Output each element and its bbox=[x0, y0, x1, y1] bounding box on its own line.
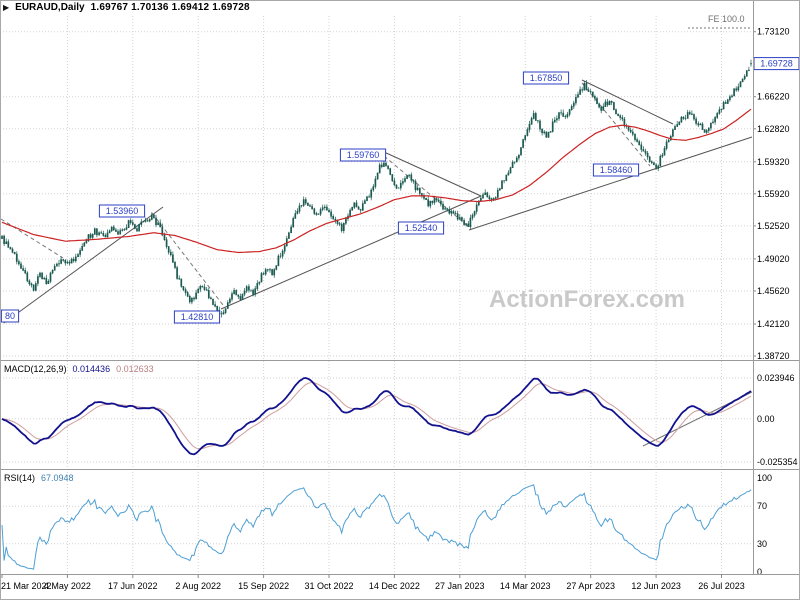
current-price-label: 1.69728 bbox=[760, 59, 793, 69]
date-axis-label: 26 Jul 2023 bbox=[698, 581, 745, 591]
macd-axis-label: 0.00 bbox=[757, 414, 775, 424]
rsi-indicator-name: RSI(14) bbox=[4, 473, 36, 483]
price-axis-label: 1.42120 bbox=[757, 319, 790, 329]
rsi-axis-label: 70 bbox=[757, 501, 767, 511]
trendline bbox=[220, 195, 482, 310]
date-axis-label: 12 Jun 2023 bbox=[631, 581, 681, 591]
trendline-dashed bbox=[151, 212, 224, 306]
trendline bbox=[3, 206, 164, 324]
macd-axis-label: -0.025354 bbox=[757, 457, 798, 467]
annotation-price-text: 1.59760 bbox=[347, 150, 380, 160]
date-axis-label: 2 Aug 2022 bbox=[175, 581, 221, 591]
moving-average-line bbox=[1, 108, 752, 254]
date-axis-label: 14 Dec 2022 bbox=[369, 581, 420, 591]
price-axis-label: 1.66220 bbox=[757, 92, 790, 102]
annotation-price-box bbox=[397, 221, 445, 235]
macd-line bbox=[1, 377, 752, 456]
rsi-axis-label: 30 bbox=[757, 539, 767, 549]
date-axis-label: 4 May 2022 bbox=[44, 581, 91, 591]
annotation-price-text: 1.53960 bbox=[106, 206, 139, 216]
annotation-price-box bbox=[339, 148, 387, 162]
annotation-price-box bbox=[522, 71, 570, 85]
macd-signal-line bbox=[1, 381, 752, 450]
annotation-price-text: 1.67850 bbox=[530, 73, 563, 83]
price-axis-label: 1.59320 bbox=[757, 157, 790, 167]
price-axis-label: 1.73120 bbox=[757, 27, 790, 37]
ohlc-values-label: 1.69767 1.70136 1.69412 1.69728 bbox=[90, 2, 250, 13]
rsi-axis-label: 0 bbox=[757, 567, 762, 577]
annotation-price-box bbox=[592, 163, 640, 177]
date-axis-label: 14 Mar 2023 bbox=[500, 581, 551, 591]
annotation-price-text: 1.58460 bbox=[600, 165, 633, 175]
candlestick-bodies bbox=[1, 63, 752, 315]
macd-signal-value: 0.012633 bbox=[116, 364, 154, 374]
date-axis-label: 17 Jun 2022 bbox=[108, 581, 158, 591]
price-axis-label: 1.55920 bbox=[757, 189, 790, 199]
annotation-price-text: 1.52540 bbox=[405, 223, 438, 233]
price-axis-label: 1.38720 bbox=[757, 351, 790, 361]
price-axis-label: 1.45620 bbox=[757, 286, 790, 296]
trendline bbox=[383, 151, 482, 197]
annotation-price-box bbox=[0, 309, 20, 323]
date-axis-label: 27 Apr 2023 bbox=[566, 581, 615, 591]
date-axis-label: 27 Jan 2023 bbox=[435, 581, 485, 591]
annotation-price-box bbox=[173, 310, 221, 324]
rsi-line bbox=[1, 484, 752, 570]
date-axis-label: 21 Mar 2022 bbox=[1, 581, 52, 591]
price-axis-label: 1.52520 bbox=[757, 221, 790, 231]
chart-marker-icon: ▶ bbox=[3, 2, 10, 12]
trendline-dashed bbox=[581, 82, 651, 167]
price-axis-label: 1.49020 bbox=[757, 254, 790, 264]
annotation-price-box bbox=[98, 204, 146, 218]
annotation-price-text: 1.42810 bbox=[181, 312, 214, 322]
rsi-value: 67.0948 bbox=[41, 473, 74, 483]
fib-extension-label: FE 100.0 bbox=[708, 14, 745, 24]
macd-value: 0.014436 bbox=[72, 364, 111, 374]
chart-title-bar: ▶ EURAUD,Daily 1.69767 1.70136 1.69412 1… bbox=[3, 2, 250, 13]
rsi-panel-label: RSI(14) 67.0948 bbox=[4, 473, 74, 483]
trendline-dashed bbox=[0, 218, 64, 259]
date-axis-label: 31 Oct 2022 bbox=[304, 581, 353, 591]
watermark-text: ActionForex.com bbox=[489, 286, 685, 313]
symbol-period-label: EURAUD,Daily bbox=[15, 2, 85, 13]
macd-indicator-name: MACD(12,26,9) bbox=[4, 364, 67, 374]
trendline bbox=[468, 136, 753, 231]
macd-axis-label: 0.023946 bbox=[757, 373, 795, 383]
annotation-price-text: 80 bbox=[5, 311, 15, 321]
date-axis-label: 15 Sep 2022 bbox=[238, 581, 289, 591]
trendline-dashed bbox=[383, 155, 470, 228]
macd-panel-label: MACD(12,26,9) 0.014436 0.012633 bbox=[4, 364, 154, 374]
rsi-axis-label: 100 bbox=[757, 473, 772, 483]
candlestick-wicks bbox=[1, 59, 752, 318]
trendline bbox=[581, 79, 674, 125]
price-axis-label: 1.62820 bbox=[757, 124, 790, 134]
